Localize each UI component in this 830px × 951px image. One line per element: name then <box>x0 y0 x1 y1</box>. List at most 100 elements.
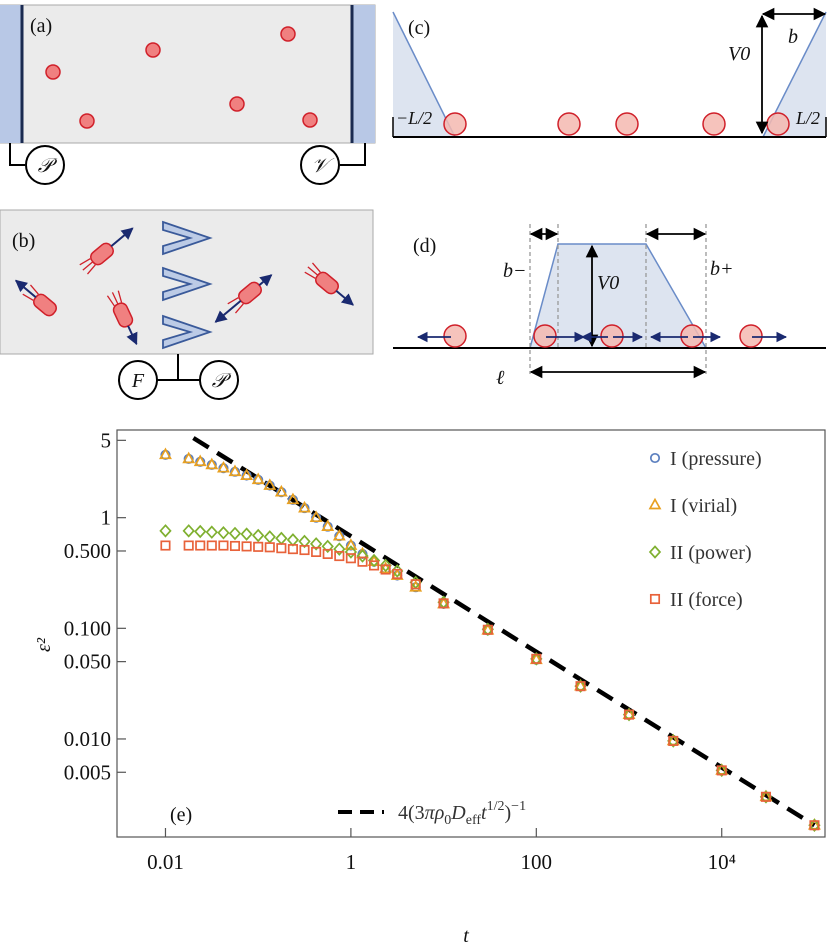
point-1-13 <box>321 519 335 531</box>
panel-b: (b) F 𝒫 <box>0 209 374 400</box>
point-3-16 <box>357 556 368 567</box>
point-3-4 <box>218 540 229 551</box>
point-2-0 <box>159 524 172 538</box>
point-1-14 <box>332 528 346 541</box>
d-length-label: ℓ <box>496 367 505 389</box>
point-2-25 <box>622 707 636 722</box>
x-axis-label: t <box>463 925 469 947</box>
point-2-26 <box>667 734 680 748</box>
point-3-9 <box>276 543 287 554</box>
point-3-2 <box>195 540 206 551</box>
point-3-20 <box>410 579 421 590</box>
panel-a: (a) 𝒫 𝒱 <box>0 4 376 185</box>
panel-e-label: (e) <box>170 804 192 826</box>
point-3-29 <box>809 820 820 831</box>
point-3-7 <box>253 541 264 552</box>
legend-label-2: II (power) <box>670 542 752 564</box>
legend-label-0: I (pressure) <box>670 448 762 470</box>
panel-b-label: (b) <box>12 230 35 252</box>
point-3-18 <box>380 564 391 575</box>
left-wall <box>0 5 22 143</box>
svg-text:F: F <box>131 370 145 392</box>
legend-marker-0 <box>649 452 661 464</box>
x-axis: 0.01 1 100 10⁴ <box>147 828 736 874</box>
theory-legend-label: 4(3πρ0Defft1/2)−1 <box>398 799 526 828</box>
panel-d-label: (d) <box>413 235 436 257</box>
point-1-5 <box>228 464 242 477</box>
pressure-gauge <box>25 145 65 185</box>
y-tick-label-0: 5 <box>101 428 112 452</box>
point-2-14 <box>333 542 346 556</box>
point-2-9 <box>275 531 288 546</box>
point-1-2 <box>193 454 207 467</box>
power-gauge <box>199 360 239 400</box>
c-width-label: b <box>788 26 798 48</box>
svg-text:L/2: L/2 <box>795 108 820 128</box>
virial-gauge <box>300 145 340 185</box>
point-3-23 <box>531 653 542 664</box>
series-3 <box>160 540 820 831</box>
point-2-29 <box>808 818 821 833</box>
point-2-18 <box>379 558 392 573</box>
legend-marker-3 <box>649 593 661 605</box>
point-1-1 <box>182 451 196 464</box>
point-1-0 <box>159 447 172 460</box>
y-tick-label-2: 0.500 <box>64 539 111 563</box>
d-bminus-label: b− <box>503 260 527 282</box>
point-2-5 <box>228 526 242 541</box>
series-2 <box>159 524 821 833</box>
point-3-0 <box>160 540 171 551</box>
panel-c-label: (c) <box>408 17 430 39</box>
plot-frame <box>116 429 826 838</box>
legend-marker-2 <box>648 545 662 559</box>
point-3-25 <box>623 709 635 720</box>
point-2-2 <box>194 524 207 539</box>
point-2-3 <box>205 525 218 539</box>
point-1-7 <box>251 472 265 485</box>
point-2-13 <box>321 539 334 554</box>
y-axis-label: ε² <box>33 637 55 652</box>
d-height-label: V0 <box>597 272 619 294</box>
point-1-8 <box>263 478 277 490</box>
point-3-17 <box>369 560 380 571</box>
d-bplus-label: b+ <box>710 258 734 280</box>
point-2-23 <box>530 652 543 666</box>
point-3-19 <box>392 568 403 580</box>
point-2-28 <box>759 790 773 804</box>
point-2-12 <box>309 537 323 551</box>
point-3-21 <box>438 598 449 609</box>
particles-c <box>443 112 790 136</box>
point-2-15 <box>344 545 358 559</box>
point-3-11 <box>299 544 310 556</box>
point-1-9 <box>274 484 288 497</box>
point-2-6 <box>240 527 253 541</box>
legend-label-3: II (force) <box>670 589 743 611</box>
x-tick-label-2: 100 <box>521 850 553 874</box>
swimmers <box>14 227 354 346</box>
point-2-11 <box>298 534 311 549</box>
point-3-5 <box>229 540 241 552</box>
y-tick-label-5: 0.010 <box>64 727 111 751</box>
y-tick-label-4: 0.050 <box>64 650 111 674</box>
point-3-27 <box>716 765 727 776</box>
point-2-4 <box>217 526 230 540</box>
point-3-3 <box>206 540 217 551</box>
point-3-8 <box>264 542 275 553</box>
legend: I (pressure) I (virial) II (power) II (forc… <box>648 448 762 611</box>
particles-a <box>45 26 318 129</box>
chart-e: 0.01 1 100 10⁴ 510.5000.1000.0500.0100.005 … <box>33 428 826 947</box>
point-1-10 <box>286 492 300 505</box>
right-wall <box>352 5 375 143</box>
point-3-10 <box>287 544 298 555</box>
y-tick-label-1: 1 <box>101 506 112 530</box>
svg-text:−L/2: −L/2 <box>396 108 432 128</box>
point-3-24 <box>575 681 586 692</box>
point-2-27 <box>715 763 728 778</box>
point-2-1 <box>182 524 195 538</box>
x-tick-label-3: 10⁴ <box>708 850 736 874</box>
point-3-6 <box>241 541 252 552</box>
force-gauge <box>118 360 158 400</box>
point-3-26 <box>668 735 679 746</box>
point-1-4 <box>217 460 230 473</box>
panel-a-label: (a) <box>30 15 52 37</box>
